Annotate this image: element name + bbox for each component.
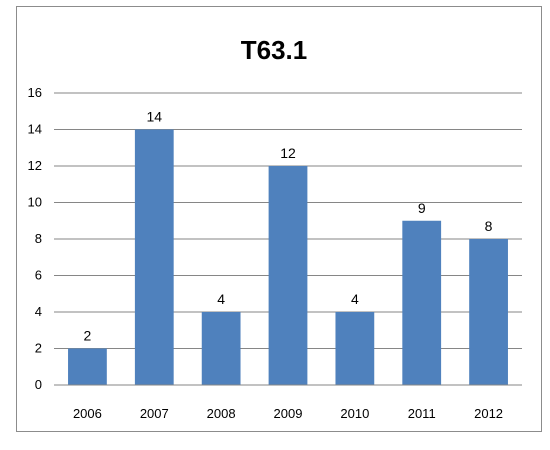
bar-2010 bbox=[335, 312, 375, 385]
bar-2006 bbox=[68, 348, 107, 385]
data-label-2008: 4 bbox=[217, 291, 225, 307]
x-tick-label-2008: 2008 bbox=[207, 406, 236, 421]
data-label-2012: 8 bbox=[485, 218, 493, 234]
bar-2007 bbox=[134, 129, 174, 385]
y-tick-label: 14 bbox=[28, 122, 42, 137]
data-label-2009: 12 bbox=[280, 145, 296, 161]
x-tick-label-2006: 2006 bbox=[73, 406, 102, 421]
y-tick-label: 12 bbox=[28, 158, 42, 173]
y-tick-label: 16 bbox=[28, 85, 42, 100]
data-label-2007: 14 bbox=[146, 109, 162, 125]
x-axis-ticks: 2006 2007 2008 2009 2010 2011 2012 bbox=[73, 406, 503, 421]
data-label-2011: 9 bbox=[418, 200, 426, 216]
data-label-2010: 4 bbox=[351, 291, 359, 307]
x-tick-label-2009: 2009 bbox=[274, 406, 303, 421]
y-tick-label: 6 bbox=[35, 268, 42, 283]
data-label-2006: 2 bbox=[84, 328, 92, 344]
y-tick-label: 4 bbox=[35, 304, 42, 319]
chart-title: T63.1 bbox=[241, 35, 308, 65]
y-axis-ticks: 0 2 4 6 8 10 12 14 16 bbox=[28, 85, 42, 392]
x-tick-label-2010: 2010 bbox=[340, 406, 369, 421]
bars bbox=[68, 129, 508, 385]
x-tick-label-2012: 2012 bbox=[474, 406, 503, 421]
data-labels: 2 14 4 12 4 9 8 bbox=[84, 109, 493, 344]
y-tick-label: 0 bbox=[35, 377, 42, 392]
y-tick-label: 8 bbox=[35, 231, 42, 246]
x-tick-label-2007: 2007 bbox=[140, 406, 169, 421]
y-tick-label: 2 bbox=[35, 341, 42, 356]
bar-2011 bbox=[402, 220, 442, 385]
bar-2012 bbox=[469, 239, 508, 385]
y-tick-label: 10 bbox=[28, 195, 42, 210]
bar-2008 bbox=[201, 312, 241, 385]
x-tick-label-2011: 2011 bbox=[408, 406, 436, 421]
bar-2009 bbox=[268, 166, 308, 385]
